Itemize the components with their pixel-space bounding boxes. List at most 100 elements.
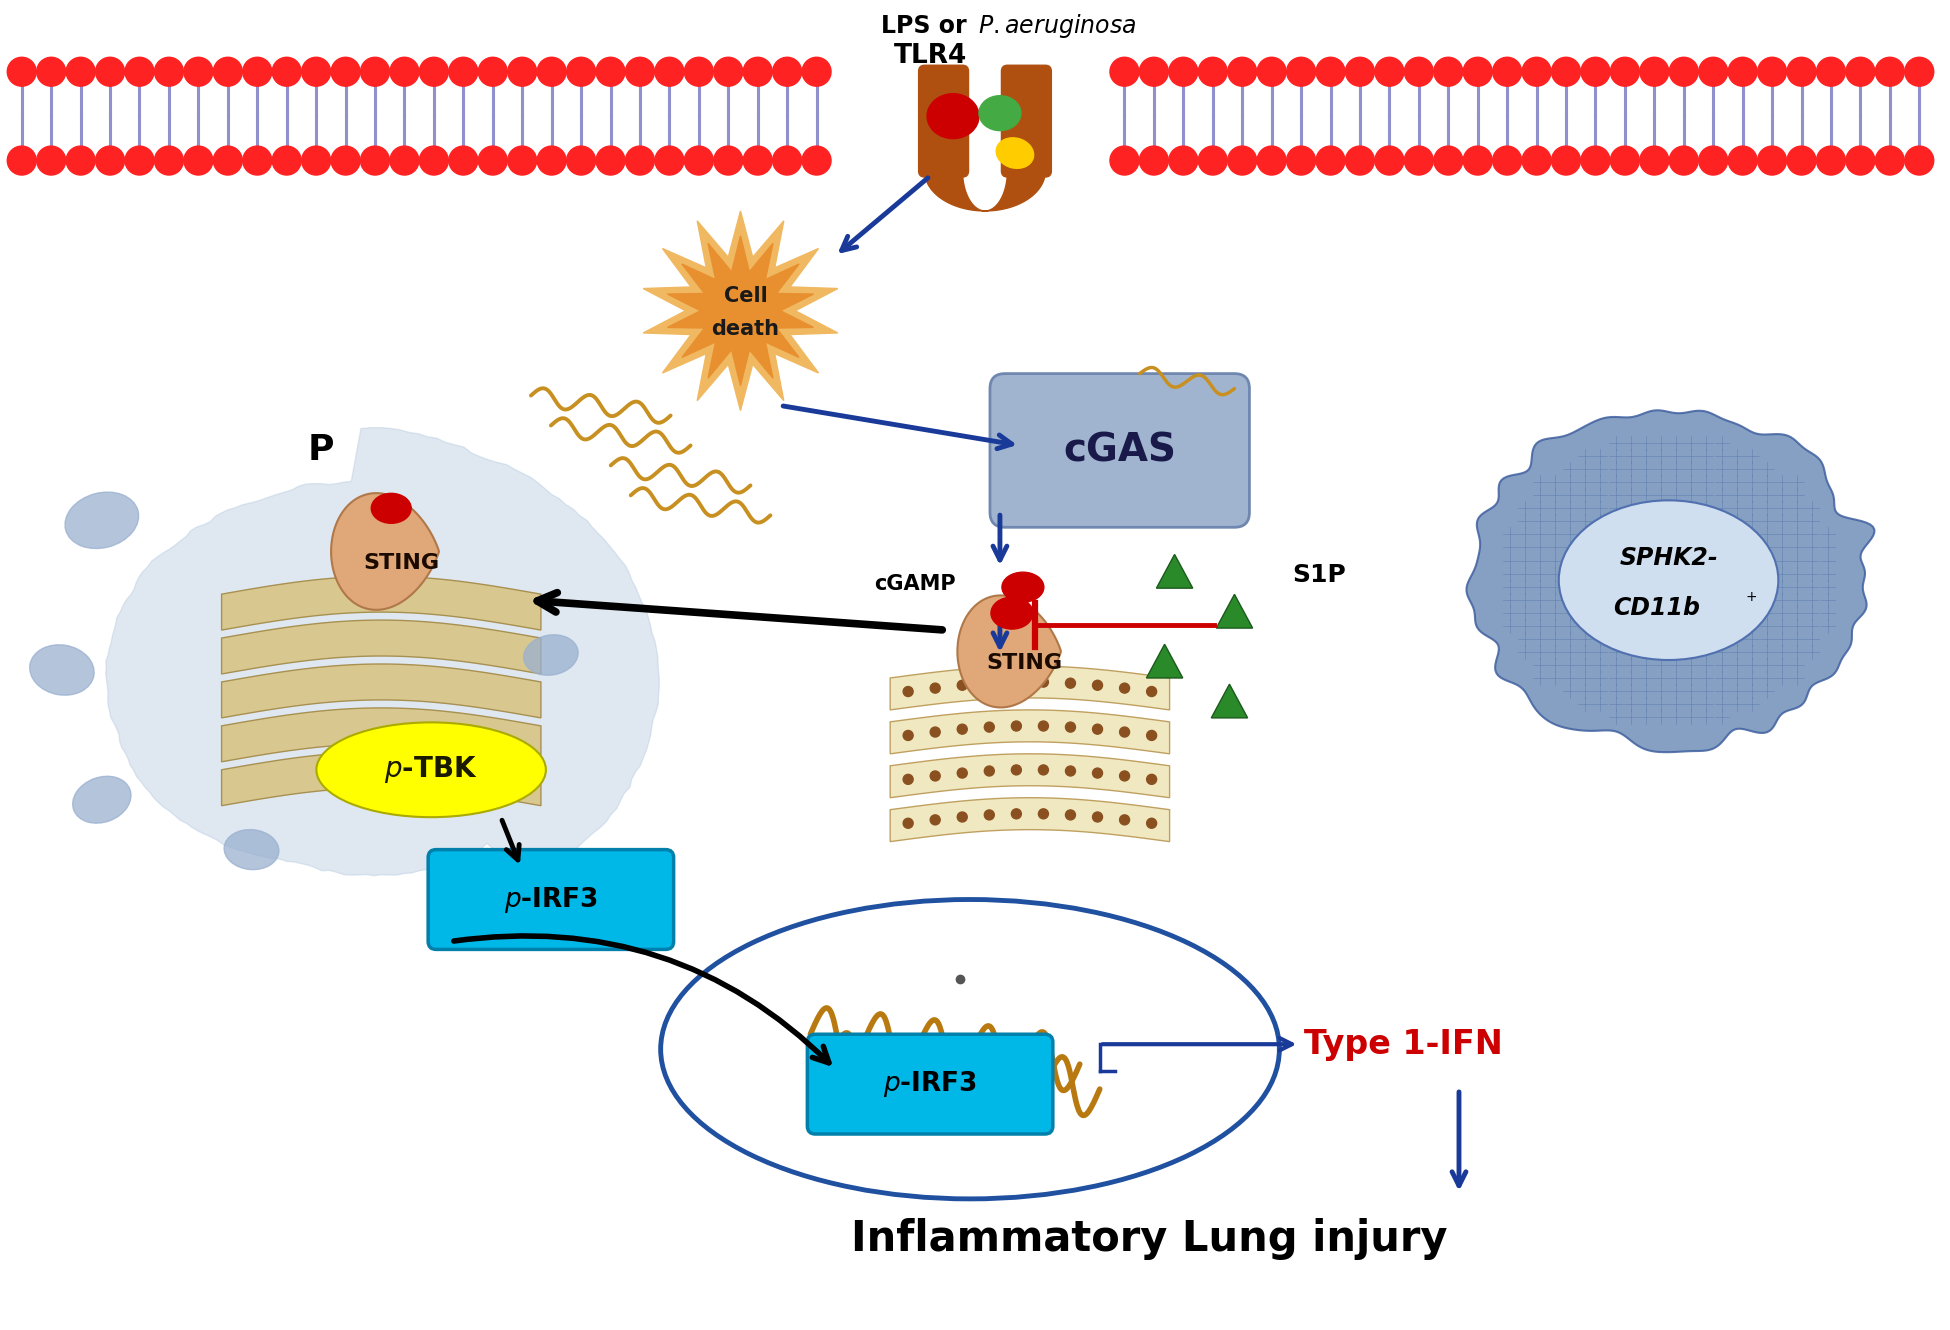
Circle shape [985,766,994,775]
Circle shape [302,57,332,86]
Circle shape [597,146,626,176]
Circle shape [1287,57,1316,86]
Polygon shape [644,211,838,411]
Circle shape [1375,57,1404,86]
Circle shape [1876,146,1905,176]
Circle shape [957,769,967,778]
Polygon shape [891,798,1170,842]
Circle shape [1786,57,1815,86]
Circle shape [154,146,183,176]
Circle shape [1258,57,1287,86]
Circle shape [8,146,37,176]
Circle shape [772,57,801,86]
Circle shape [1147,774,1156,785]
Text: $\it{p}$-IRF3: $\it{p}$-IRF3 [883,1069,977,1099]
Circle shape [507,57,536,86]
Circle shape [448,146,478,176]
Circle shape [1065,678,1076,688]
FancyBboxPatch shape [807,1035,1053,1134]
Text: TLR4: TLR4 [893,44,967,69]
Circle shape [1523,57,1550,86]
Circle shape [1346,57,1375,86]
Circle shape [419,146,448,176]
Text: Type 1-IFN: Type 1-IFN [1305,1028,1503,1061]
Ellipse shape [29,645,94,696]
Circle shape [1433,57,1462,86]
Text: Inflammatory Lung injury: Inflammatory Lung injury [852,1218,1449,1260]
Polygon shape [1217,595,1252,628]
Ellipse shape [991,597,1034,629]
Circle shape [655,57,684,86]
Circle shape [1876,57,1905,86]
Polygon shape [222,664,540,718]
Circle shape [1640,146,1669,176]
Ellipse shape [926,93,979,138]
Circle shape [1786,146,1815,176]
Circle shape [244,57,271,86]
Circle shape [1092,769,1102,778]
Ellipse shape [979,96,1022,130]
Text: $^+$: $^+$ [1743,591,1757,609]
Circle shape [1147,730,1156,741]
Circle shape [1728,146,1757,176]
Polygon shape [1466,411,1874,753]
Circle shape [1258,146,1287,176]
Circle shape [1092,680,1102,690]
Text: STING: STING [987,653,1063,673]
Circle shape [1119,771,1129,781]
Text: cGAMP: cGAMP [874,575,956,595]
Circle shape [957,813,967,822]
Circle shape [183,57,213,86]
Polygon shape [891,710,1170,754]
Ellipse shape [1002,572,1043,602]
Circle shape [1462,146,1492,176]
Circle shape [1404,57,1433,86]
Circle shape [1168,146,1197,176]
Circle shape [1039,677,1049,688]
Circle shape [1119,815,1129,825]
Circle shape [183,146,213,176]
Circle shape [1552,146,1581,176]
FancyBboxPatch shape [429,850,673,950]
Circle shape [213,57,242,86]
Circle shape [1905,146,1934,176]
Circle shape [1065,766,1076,775]
Circle shape [1492,57,1521,86]
Text: S1P: S1P [1293,563,1346,587]
Circle shape [1757,57,1786,86]
Circle shape [536,57,565,86]
Circle shape [1039,721,1049,732]
Circle shape [930,684,940,693]
Circle shape [1847,57,1874,86]
Circle shape [1375,146,1404,176]
Circle shape [536,146,565,176]
Ellipse shape [1558,500,1778,660]
Circle shape [1110,146,1139,176]
Circle shape [903,818,913,829]
FancyBboxPatch shape [918,65,969,177]
Circle shape [1492,146,1521,176]
Circle shape [1905,57,1934,86]
Circle shape [930,815,940,825]
Circle shape [903,774,913,785]
Circle shape [273,146,300,176]
Circle shape [1039,765,1049,775]
Circle shape [1404,146,1433,176]
Circle shape [985,678,994,688]
Circle shape [1139,57,1168,86]
Circle shape [1433,146,1462,176]
Circle shape [567,57,595,86]
Circle shape [1228,146,1256,176]
Circle shape [684,57,714,86]
Ellipse shape [64,492,138,548]
Circle shape [96,57,125,86]
Circle shape [1847,146,1874,176]
Circle shape [1139,146,1168,176]
Circle shape [125,57,154,86]
Circle shape [1199,57,1227,86]
Circle shape [1092,813,1102,822]
Circle shape [1065,810,1076,819]
Text: P: P [308,434,335,467]
Ellipse shape [224,830,279,870]
Circle shape [1581,57,1611,86]
